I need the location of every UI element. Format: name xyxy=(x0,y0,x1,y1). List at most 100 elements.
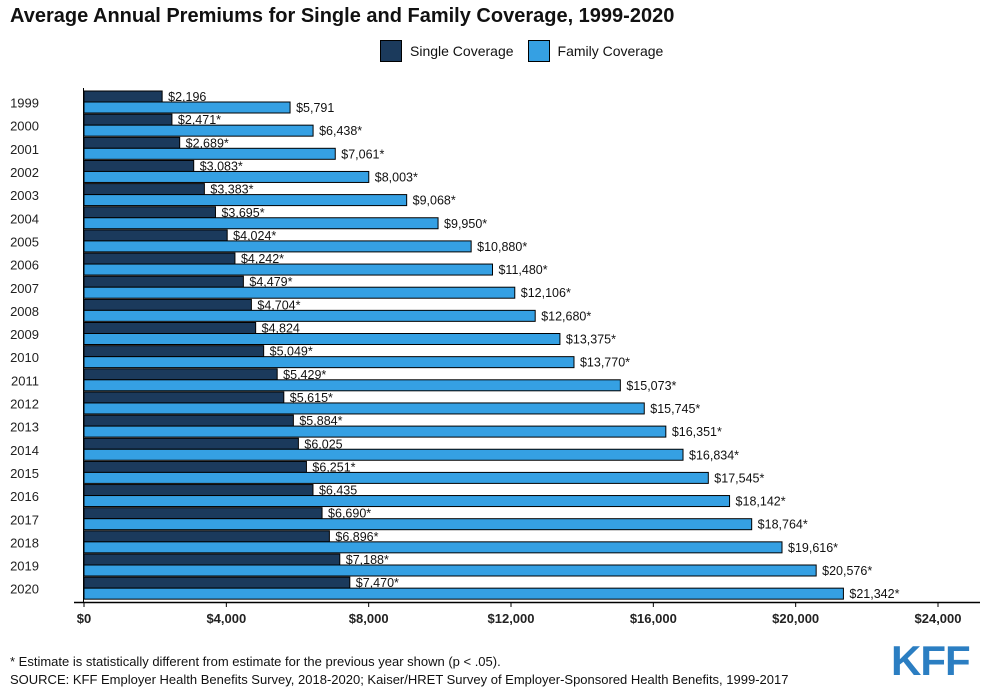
single-coverage-bar xyxy=(83,345,265,358)
family-coverage-bar xyxy=(83,240,472,253)
single-coverage-label: $2,196 xyxy=(168,90,206,104)
year-label: 2002 xyxy=(10,165,39,180)
year-label: 2000 xyxy=(10,119,39,134)
family-coverage-label: $18,142* xyxy=(736,495,786,509)
single-coverage-label: $7,188* xyxy=(346,553,389,567)
single-coverage-label: $4,479* xyxy=(249,275,292,289)
year-label: 2016 xyxy=(10,489,39,504)
single-coverage-label: $4,242* xyxy=(241,252,284,266)
family-coverage-label: $19,616* xyxy=(788,541,838,555)
family-coverage-label: $7,061* xyxy=(341,147,384,161)
family-coverage-bar xyxy=(83,101,291,114)
legend-item-single: Single Coverage xyxy=(380,40,514,62)
family-coverage-bar xyxy=(83,541,783,554)
x-tick-label: $20,000 xyxy=(772,611,819,626)
family-coverage-bar xyxy=(83,263,493,276)
family-coverage-label: $11,480* xyxy=(498,263,547,277)
year-label: 2008 xyxy=(10,304,39,319)
single-coverage-label: $4,704* xyxy=(257,298,300,312)
family-coverage-label: $17,545* xyxy=(714,471,764,485)
family-coverage-bar xyxy=(83,448,684,461)
single-coverage-label: $7,470* xyxy=(356,576,399,590)
single-coverage-label: $2,471* xyxy=(178,113,221,127)
family-coverage-bar xyxy=(83,333,561,345)
family-coverage-label: $13,375* xyxy=(566,333,616,347)
x-tick-label: $0 xyxy=(77,611,91,626)
year-label: 2015 xyxy=(10,466,39,481)
single-coverage-bar xyxy=(83,414,294,427)
single-coverage-label: $5,429* xyxy=(283,368,326,382)
single-coverage-bar xyxy=(83,252,236,265)
chart-title: Average Annual Premiums for Single and F… xyxy=(10,5,675,27)
year-label: 2013 xyxy=(10,420,39,435)
year-label: 2017 xyxy=(10,512,39,527)
single-coverage-label: $3,083* xyxy=(200,159,243,173)
legend-item-family: Family Coverage xyxy=(527,40,664,62)
x-tick-label: $24,000 xyxy=(915,611,962,626)
single-coverage-bar xyxy=(83,136,181,149)
year-label: 1999 xyxy=(10,96,39,111)
kff-logo: KFF xyxy=(891,637,971,684)
single-coverage-label: $5,615* xyxy=(290,391,333,405)
single-coverage-bar xyxy=(83,183,205,196)
legend-label-family: Family Coverage xyxy=(557,43,664,59)
year-label: 2009 xyxy=(10,327,39,342)
family-coverage-bar xyxy=(83,309,536,322)
year-label: 2003 xyxy=(10,188,39,203)
single-coverage-label: $5,884* xyxy=(299,414,342,428)
family-coverage-label: $9,068* xyxy=(413,194,456,208)
family-coverage-bar xyxy=(83,495,731,508)
single-coverage-label: $3,695* xyxy=(221,206,264,220)
single-coverage-bar xyxy=(83,553,341,566)
single-coverage-bar xyxy=(83,113,173,126)
year-label: 2005 xyxy=(10,234,39,249)
single-coverage-bar xyxy=(83,437,299,450)
year-label: 2011 xyxy=(11,373,39,388)
single-coverage-bar xyxy=(83,530,330,543)
year-label: 2001 xyxy=(10,142,39,157)
single-coverage-bar xyxy=(83,90,163,103)
family-coverage-bar xyxy=(83,217,439,230)
single-coverage-bar xyxy=(83,206,216,219)
year-label: 2007 xyxy=(10,281,39,296)
single-coverage-bar xyxy=(83,229,228,242)
x-tick-label: $12,000 xyxy=(488,611,535,626)
single-coverage-bar xyxy=(83,507,323,520)
family-coverage-bar xyxy=(83,194,408,207)
single-coverage-bar xyxy=(83,460,307,473)
family-coverage-label: $15,745* xyxy=(650,402,700,416)
single-coverage-label: $5,049* xyxy=(270,345,313,359)
family-coverage-label: $20,576* xyxy=(822,564,872,578)
family-coverage-label: $16,834* xyxy=(689,448,739,462)
single-coverage-bar xyxy=(83,391,285,404)
year-label: 2010 xyxy=(10,350,39,365)
year-label: 2019 xyxy=(10,559,39,574)
family-coverage-bar xyxy=(83,356,575,369)
family-coverage-bar xyxy=(83,518,753,531)
single-coverage-bar xyxy=(83,322,257,334)
family-coverage-label: $9,950* xyxy=(444,217,487,231)
single-coverage-label: $4,824 xyxy=(262,322,300,336)
single-coverage-bar xyxy=(83,275,244,288)
family-coverage-bar xyxy=(83,564,817,577)
family-coverage-label: $16,351* xyxy=(672,425,722,439)
year-label: 2006 xyxy=(10,258,39,273)
family-coverage-label: $5,791 xyxy=(296,101,334,115)
single-coverage-bar xyxy=(83,159,195,172)
family-coverage-label: $12,680* xyxy=(541,309,591,323)
family-coverage-bar xyxy=(83,471,709,484)
family-coverage-bar xyxy=(83,379,621,392)
year-label: 2012 xyxy=(10,397,39,412)
x-tick-label: $4,000 xyxy=(206,611,246,626)
family-coverage-bar xyxy=(83,587,844,600)
family-coverage-label: $8,003* xyxy=(375,170,418,184)
family-coverage-bar xyxy=(83,124,314,137)
single-coverage-bar xyxy=(83,368,278,381)
bar-chart: 1999 $2,196 $5,791 2000 $2,471* $6,438* 2001 $2… xyxy=(10,88,980,626)
legend: Single Coverage Family Coverage xyxy=(380,38,677,64)
family-coverage-label: $18,764* xyxy=(758,518,808,532)
legend-swatch-family xyxy=(527,40,550,62)
single-coverage-label: $6,896* xyxy=(335,530,378,544)
family-coverage-label: $10,880* xyxy=(477,240,527,254)
source-note: SOURCE: KFF Employer Health Benefits Sur… xyxy=(10,672,789,687)
